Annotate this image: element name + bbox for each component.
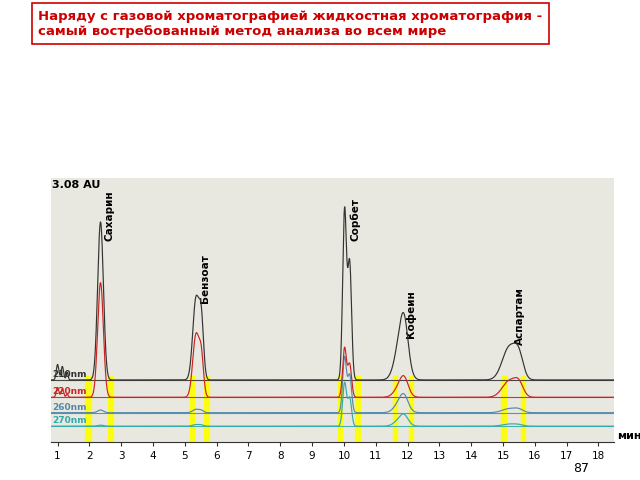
Text: Бензоат: Бензоат (200, 254, 210, 303)
Text: Сахарин: Сахарин (105, 191, 115, 241)
Bar (393, 376, 397, 442)
Bar (204, 376, 209, 442)
Bar (337, 376, 342, 442)
Bar (108, 376, 113, 442)
Bar (409, 376, 413, 442)
Bar (84, 376, 91, 442)
Text: 220nm: 220nm (52, 387, 86, 396)
Text: Сорбет: Сорбет (349, 198, 360, 241)
Bar (355, 376, 360, 442)
Text: 270nm: 270nm (52, 416, 86, 425)
Bar (502, 376, 506, 442)
Text: 260nm: 260nm (52, 403, 86, 412)
Text: 210nm: 210nm (52, 370, 86, 379)
Text: 3.08 AU: 3.08 AU (52, 180, 100, 190)
Text: 87: 87 (573, 462, 589, 475)
Text: мин: мин (618, 431, 640, 441)
Bar (189, 376, 195, 442)
Text: Наряду с газовой хроматографией жидкостная хроматография -
самый востребованный : Наряду с газовой хроматографией жидкостн… (38, 10, 543, 37)
Text: Кофеин: Кофеин (406, 290, 416, 337)
Text: Аспартам: Аспартам (515, 288, 525, 345)
Bar (520, 376, 525, 442)
